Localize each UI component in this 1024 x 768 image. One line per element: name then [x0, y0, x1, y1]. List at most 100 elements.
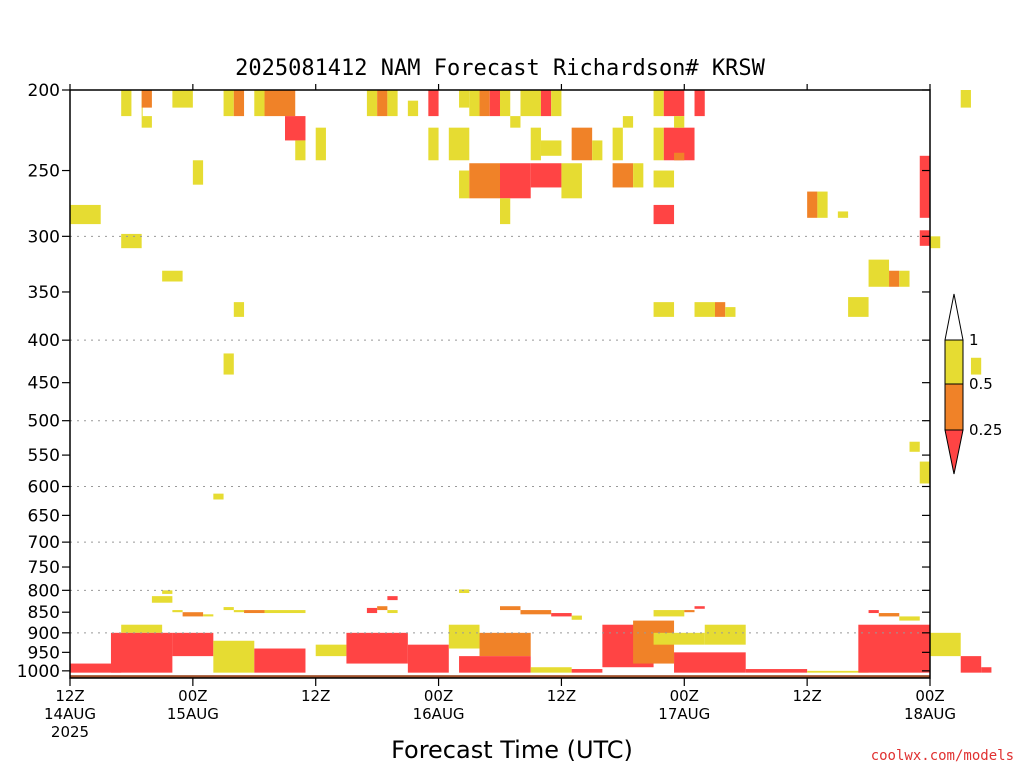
- data-cell: [551, 613, 572, 617]
- data-cell: [653, 204, 675, 225]
- data-cell: [612, 163, 634, 188]
- data-cell: [684, 610, 695, 613]
- data-cell: [346, 632, 408, 664]
- data-cell: [479, 90, 490, 117]
- x-tick-date: 15AUG: [167, 705, 219, 723]
- data-cell: [674, 652, 746, 673]
- data-cell: [858, 624, 930, 673]
- x-tick-label: 12Z: [55, 687, 84, 705]
- data-cell: [459, 170, 470, 199]
- color-legend: 1 0.5 0.25: [944, 293, 1002, 475]
- data-cell: [837, 211, 849, 218]
- data-cell: [315, 127, 326, 161]
- data-cell: [715, 302, 726, 317]
- data-cell: [899, 616, 920, 621]
- x-tick-year: 2025: [51, 723, 89, 741]
- data-cell: [960, 90, 971, 108]
- data-cell: [540, 90, 552, 117]
- data-cell: [653, 170, 675, 188]
- data-cell: [448, 127, 470, 161]
- data-cell: [817, 191, 828, 218]
- data-cell: [899, 270, 910, 287]
- data-cell: [868, 259, 890, 287]
- x-tick-label: 00Z: [670, 687, 699, 705]
- y-tick-label: 300: [28, 227, 60, 247]
- data-cell: [612, 127, 623, 161]
- y-tick-label: 450: [28, 374, 60, 394]
- data-cell: [448, 624, 480, 649]
- data-cell: [192, 160, 204, 185]
- watermark: coolwx.com/models: [871, 748, 1014, 764]
- data-cell: [653, 632, 705, 645]
- x-tick-label: 12Z: [301, 687, 330, 705]
- data-cell: [571, 669, 603, 673]
- data-cell: [172, 610, 183, 613]
- data-cell: [530, 163, 562, 188]
- x-tick-label: 00Z: [915, 687, 944, 705]
- y-tick-label: 250: [28, 162, 60, 182]
- data-cell: [162, 270, 183, 282]
- data-cell: [868, 610, 879, 614]
- data-cell: [233, 90, 245, 117]
- data-cell: [223, 607, 234, 611]
- x-tick-label: 12Z: [792, 687, 821, 705]
- data-cell: [377, 90, 388, 117]
- data-cell: [551, 90, 562, 117]
- data-cell: [182, 612, 204, 617]
- data-cell: [745, 669, 808, 673]
- y-tick-label: 500: [28, 412, 60, 432]
- x-tick-date: 14AUG: [44, 705, 96, 723]
- legend-bottom-arrow: [944, 429, 964, 475]
- data-cell: [233, 610, 245, 613]
- y-tick-label: 400: [28, 331, 60, 351]
- data-cell: [366, 90, 378, 117]
- x-tick-date: 18AUG: [904, 705, 956, 723]
- data-cell: [674, 116, 685, 128]
- data-cell: [151, 596, 173, 603]
- ground-surface: [70, 675, 930, 678]
- data-cell: [622, 116, 634, 128]
- data-cell: [653, 610, 685, 617]
- data-cell: [70, 204, 101, 225]
- data-cell: [213, 640, 255, 673]
- data-cell: [315, 644, 347, 657]
- data-cell: [663, 90, 685, 117]
- data-cell: [530, 127, 541, 161]
- data-cell: [807, 670, 869, 673]
- data-cell: [254, 648, 306, 673]
- data-cell: [70, 663, 122, 673]
- grid-layer: [70, 235, 930, 634]
- data-cell: [121, 624, 163, 633]
- legend-box-yellow: [944, 339, 964, 385]
- data-cell: [694, 606, 705, 609]
- data-cell: [878, 613, 900, 617]
- chart-title: 2025081412 NAM Forecast Richardson# KRSW: [235, 56, 766, 81]
- data-cell: [653, 302, 675, 317]
- x-tick-label: 00Z: [178, 687, 207, 705]
- data-cell: [213, 493, 224, 500]
- data-cell: [254, 90, 265, 117]
- data-cell: [960, 656, 982, 673]
- data-cell: [377, 606, 388, 611]
- data-cell: [930, 632, 961, 657]
- data-cell: [981, 667, 992, 673]
- data-cell: [264, 610, 306, 614]
- data-cell: [469, 163, 500, 199]
- data-cell: [162, 590, 173, 594]
- y-tick-label: 900: [28, 624, 60, 644]
- data-cell: [295, 140, 306, 161]
- data-cell: [674, 152, 685, 161]
- data-cell: [633, 163, 644, 188]
- data-cell: [459, 656, 531, 673]
- data-cell: [500, 606, 521, 611]
- data-cell: [387, 90, 398, 117]
- data-cell: [704, 624, 746, 645]
- y-tick-label: 950: [28, 643, 60, 663]
- data-cell: [530, 667, 572, 673]
- data-cell: [459, 589, 470, 594]
- data-cell: [930, 236, 941, 249]
- data-cell: [172, 632, 214, 657]
- data-cell: [520, 90, 541, 117]
